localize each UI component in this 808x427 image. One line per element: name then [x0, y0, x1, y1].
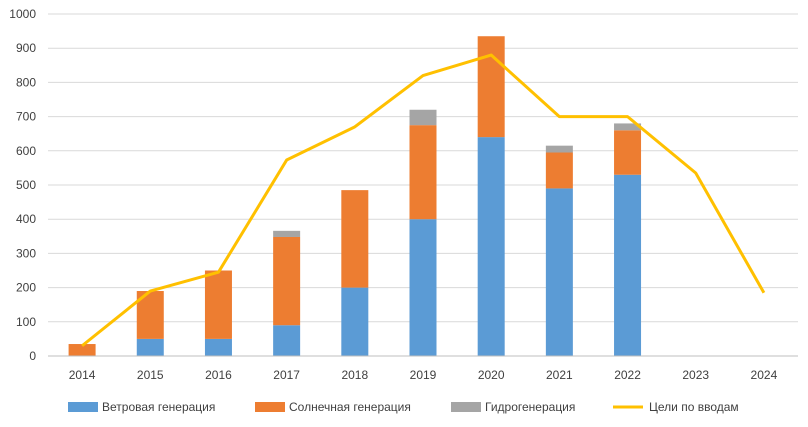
legend-swatch — [255, 402, 285, 412]
bar-segment — [614, 130, 642, 175]
y-tick-label: 900 — [16, 41, 36, 55]
x-tick-label: 2022 — [614, 368, 641, 382]
bar-segment — [614, 123, 642, 131]
x-tick-label: 2018 — [341, 368, 368, 382]
bar-segment — [341, 287, 369, 356]
x-axis-tick-labels: 2014 2015 2016 2017 2018 2019 2020 2021 2022 2023… — [69, 368, 778, 382]
bar-segment — [477, 137, 505, 356]
bar-segment — [545, 152, 573, 189]
bar-segment — [204, 338, 232, 356]
bar-segment — [477, 36, 505, 138]
bars — [68, 36, 642, 356]
bar-segment — [409, 125, 437, 220]
legend-swatch — [68, 402, 98, 412]
x-tick-label: 2016 — [205, 368, 232, 382]
y-tick-label: 600 — [16, 144, 36, 158]
y-tick-label: 800 — [16, 75, 36, 89]
x-tick-label: 2023 — [682, 368, 709, 382]
y-tick-label: 0 — [29, 349, 36, 363]
bar-segment — [545, 188, 573, 356]
x-tick-label: 2019 — [410, 368, 437, 382]
legend-item: Цели по вводам — [613, 400, 739, 414]
legend-item: Ветровая генерация — [68, 400, 215, 414]
legend-swatch — [451, 402, 481, 412]
x-tick-label: 2014 — [69, 368, 96, 382]
y-tick-label: 1000 — [9, 7, 36, 21]
legend-label: Ветровая генерация — [102, 400, 215, 414]
x-tick-label: 2024 — [751, 368, 778, 382]
x-tick-label: 2017 — [273, 368, 300, 382]
bar-segment — [614, 174, 642, 356]
bar-segment — [273, 236, 301, 326]
y-tick-label: 300 — [16, 246, 36, 260]
bar-segment — [273, 230, 301, 237]
y-tick-label: 200 — [16, 281, 36, 295]
legend-label: Цели по вводам — [649, 400, 739, 414]
y-axis-tick-labels: 0 100 200 300 400 500 600 700 800 900 1000 — [9, 7, 36, 363]
bar-segment — [409, 219, 437, 356]
y-tick-label: 500 — [16, 178, 36, 192]
legend-item: Гидрогенерация — [451, 400, 575, 414]
bar-segment — [68, 344, 96, 356]
bar-segment — [341, 190, 369, 288]
legend-item: Солнечная генерация — [255, 400, 411, 414]
legend-label: Солнечная генерация — [289, 400, 411, 414]
bar-segment — [273, 325, 301, 356]
bar-segment — [136, 338, 164, 356]
y-tick-label: 100 — [16, 315, 36, 329]
x-tick-label: 2021 — [546, 368, 573, 382]
legend: Ветровая генерация Солнечная генерация Гид… — [68, 400, 739, 414]
x-tick-label: 2015 — [137, 368, 164, 382]
legend-label: Гидрогенерация — [485, 400, 575, 414]
y-tick-label: 700 — [16, 110, 36, 124]
bar-segment — [204, 270, 232, 339]
x-tick-label: 2020 — [478, 368, 505, 382]
bar-segment — [409, 109, 437, 126]
bar-segment — [545, 145, 573, 153]
y-tick-label: 400 — [16, 212, 36, 226]
target-line — [81, 53, 766, 347]
